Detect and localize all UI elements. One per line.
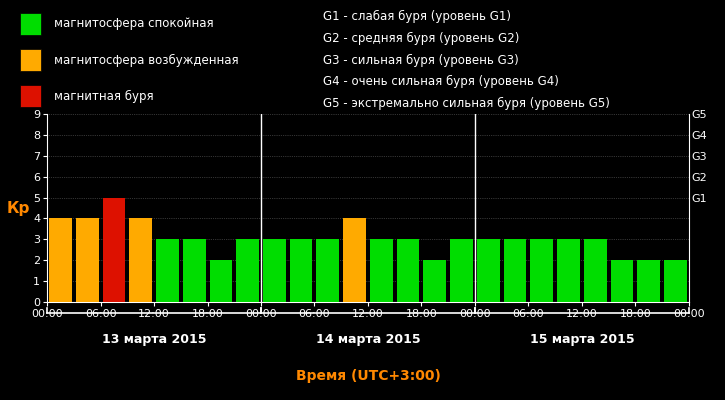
Bar (450, 239, 473, 302)
Text: магнитосфера возбужденная: магнитосфера возбужденная (54, 54, 238, 66)
Bar (610, 260, 633, 302)
Text: магнитная буря: магнитная буря (54, 90, 153, 102)
Text: G5 - экстремально сильная буря (уровень G5): G5 - экстремально сильная буря (уровень … (323, 97, 610, 110)
Bar (397, 239, 419, 302)
Text: магнитосфера спокойная: магнитосфера спокойная (54, 18, 213, 30)
Bar (531, 239, 553, 302)
Bar (129, 218, 152, 302)
Bar (156, 239, 179, 302)
Bar (557, 239, 580, 302)
Bar (317, 239, 339, 302)
Text: G4 - очень сильная буря (уровень G4): G4 - очень сильная буря (уровень G4) (323, 75, 559, 88)
Bar (20, 13, 41, 35)
Text: Кр: Кр (7, 200, 30, 216)
Bar (20, 85, 41, 107)
Text: G1 - слабая буря (уровень G1): G1 - слабая буря (уровень G1) (323, 10, 511, 23)
Bar (76, 218, 99, 302)
Text: G2 - средняя буря (уровень G2): G2 - средняя буря (уровень G2) (323, 32, 519, 45)
Bar (370, 239, 393, 302)
Bar (263, 239, 286, 302)
Bar (637, 260, 660, 302)
Bar (584, 239, 607, 302)
Bar (477, 239, 500, 302)
Bar (423, 260, 446, 302)
Bar (210, 260, 232, 302)
Bar (504, 239, 526, 302)
Text: Время (UTC+3:00): Время (UTC+3:00) (296, 369, 440, 383)
Text: G3 - сильная буря (уровень G3): G3 - сильная буря (уровень G3) (323, 54, 518, 66)
Text: 15 марта 2015: 15 марта 2015 (529, 334, 634, 346)
Bar (343, 218, 366, 302)
Bar (183, 239, 205, 302)
Text: 13 марта 2015: 13 марта 2015 (102, 334, 207, 346)
Bar (20, 49, 41, 71)
Bar (664, 260, 687, 302)
Bar (290, 239, 312, 302)
Text: 14 марта 2015: 14 марта 2015 (315, 334, 420, 346)
Bar (49, 218, 72, 302)
Bar (103, 198, 125, 302)
Bar (236, 239, 259, 302)
